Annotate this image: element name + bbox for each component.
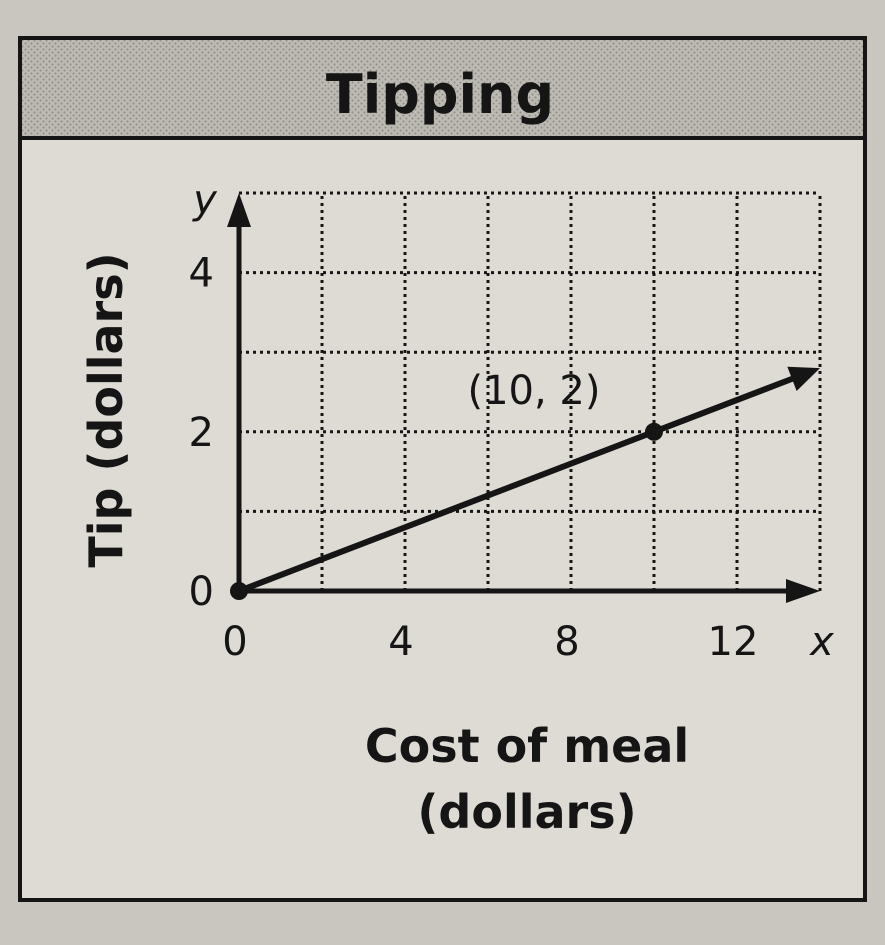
x-tick-label: 12 <box>708 619 759 665</box>
title-band <box>22 40 863 138</box>
y-axis-arrowhead <box>227 193 251 227</box>
x-tick-label: 8 <box>554 619 579 665</box>
x-axis-letter: x <box>808 619 834 665</box>
y-tick-label: 0 <box>189 569 214 615</box>
x-axis-label-line2: (dollars) <box>417 785 636 839</box>
y-axis-letter: y <box>192 177 218 223</box>
data-point <box>645 422 663 441</box>
y-axis-label: Tip (dollars) <box>79 252 133 567</box>
x-tick-label: 0 <box>222 619 247 665</box>
x-tick-labels: 0 4 8 12 <box>222 619 758 665</box>
y-tick-labels: 0 2 4 <box>189 251 214 615</box>
y-tick-label: 2 <box>189 410 214 456</box>
figure-frame <box>18 36 867 902</box>
data-point-label: (10, 2) <box>468 368 601 414</box>
axes <box>227 193 820 603</box>
y-tick-label: 4 <box>189 251 214 297</box>
x-tick-label: 4 <box>388 619 413 665</box>
grid <box>239 191 822 591</box>
x-axis-label-line1: Cost of meal <box>365 719 689 773</box>
data-point <box>230 582 248 600</box>
point-group: (10, 2) <box>230 368 663 600</box>
chart-title: Tipping <box>326 63 554 126</box>
series-arrowhead <box>787 366 820 392</box>
x-axis-arrowhead <box>786 579 820 603</box>
